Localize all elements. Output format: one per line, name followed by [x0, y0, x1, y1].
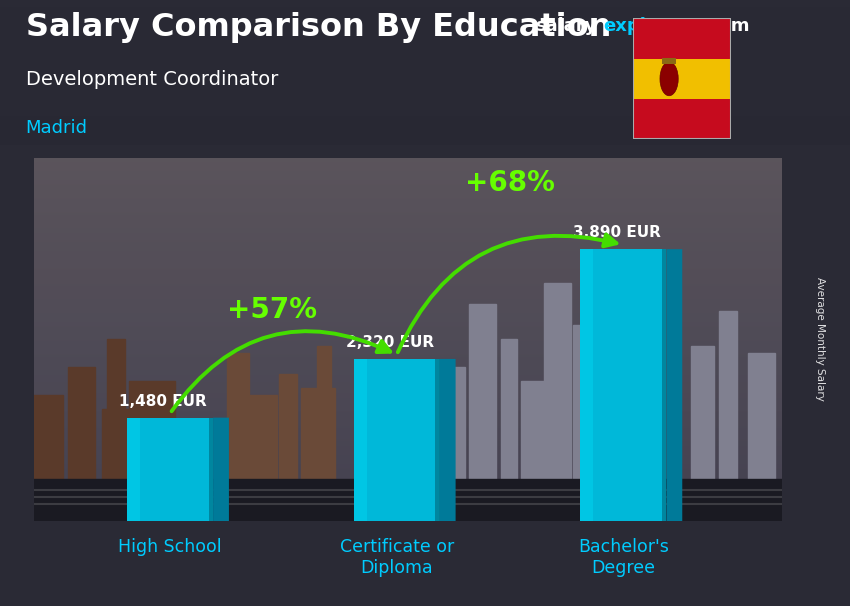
Bar	[574, 325, 587, 521]
Bar	[435, 359, 439, 521]
Bar	[633, 59, 731, 99]
Bar	[0, 109, 850, 116]
Bar	[0, 29, 850, 36]
Bar	[0, 22, 850, 29]
Bar	[0, 131, 850, 138]
Bar	[0, 138, 850, 145]
Bar	[633, 18, 731, 59]
Bar	[209, 418, 213, 521]
Bar	[662, 58, 677, 64]
Text: 2,320 EUR: 2,320 EUR	[346, 335, 434, 350]
Bar	[127, 418, 140, 521]
Bar	[0, 36, 850, 44]
Bar	[0, 51, 850, 58]
Bar	[691, 347, 714, 521]
Bar	[279, 375, 297, 521]
Bar	[0, 87, 850, 95]
Bar	[129, 381, 174, 521]
Bar	[317, 347, 331, 521]
Bar	[469, 304, 496, 521]
Bar	[0, 44, 850, 51]
Text: Development Coordinator: Development Coordinator	[26, 70, 278, 89]
Bar	[102, 409, 136, 521]
Bar	[0, 124, 850, 131]
Bar	[0, 65, 850, 73]
Bar	[127, 418, 213, 521]
Bar	[302, 388, 336, 521]
Bar	[0, 102, 850, 109]
Bar	[354, 359, 366, 521]
Bar	[227, 353, 249, 521]
Bar	[0, 15, 850, 22]
Bar	[249, 395, 276, 521]
Text: Madrid: Madrid	[26, 119, 88, 138]
Text: salary: salary	[536, 18, 597, 36]
Text: Salary Comparison By Education: Salary Comparison By Education	[26, 12, 611, 42]
Text: .com: .com	[701, 18, 750, 36]
Bar	[633, 99, 731, 139]
Bar	[0, 116, 850, 124]
Bar	[501, 339, 517, 521]
Bar	[0, 0, 850, 7]
Bar	[521, 381, 544, 521]
Bar	[0, 95, 850, 102]
Bar	[718, 311, 737, 521]
Bar	[589, 367, 601, 521]
Bar	[581, 249, 593, 521]
Bar	[23, 395, 64, 521]
Bar	[0, 80, 850, 87]
Bar	[152, 423, 174, 521]
Text: explorer: explorer	[604, 18, 689, 36]
Bar	[11, 479, 816, 521]
Bar	[354, 359, 439, 521]
Text: +68%: +68%	[465, 168, 555, 197]
Bar	[0, 73, 850, 80]
Bar	[581, 249, 666, 521]
Circle shape	[660, 62, 678, 96]
Bar	[106, 339, 125, 521]
Bar	[0, 58, 850, 65]
Bar	[662, 249, 666, 521]
Polygon shape	[666, 249, 683, 521]
Text: Average Monthly Salary: Average Monthly Salary	[815, 278, 825, 401]
Text: 1,480 EUR: 1,480 EUR	[119, 393, 207, 408]
Bar	[68, 367, 95, 521]
Text: 3,890 EUR: 3,890 EUR	[573, 225, 660, 240]
Bar	[0, 7, 850, 15]
Polygon shape	[439, 359, 456, 521]
Polygon shape	[213, 418, 229, 521]
Bar	[544, 284, 571, 521]
Bar	[446, 367, 465, 521]
Text: +57%: +57%	[227, 296, 317, 324]
Bar	[748, 353, 775, 521]
